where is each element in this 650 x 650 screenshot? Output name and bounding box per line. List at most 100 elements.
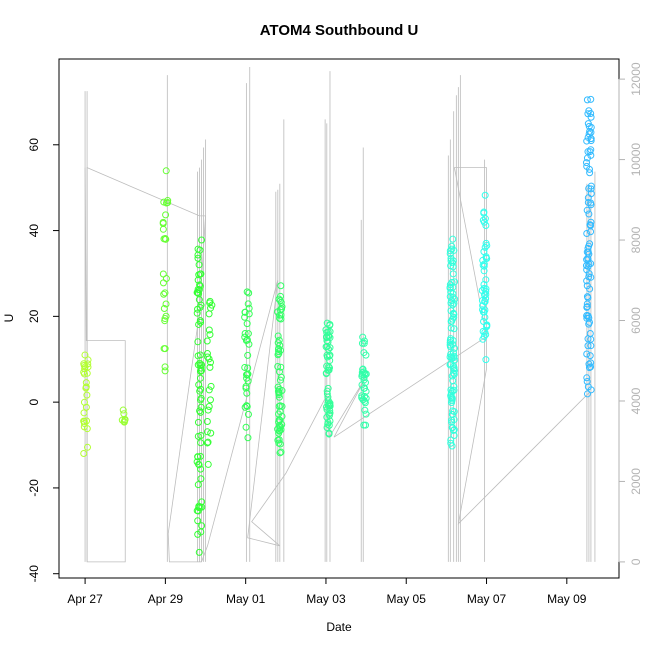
data-point [449, 235, 457, 243]
data-point [119, 406, 127, 414]
data-point [275, 402, 283, 410]
data-point [583, 162, 591, 170]
y2-tick-label: 4000 [629, 387, 643, 414]
data-point [196, 351, 204, 359]
data-point [195, 261, 203, 269]
y2-tick-label: 6000 [629, 307, 643, 334]
data-point [587, 113, 595, 121]
data-point [583, 266, 591, 274]
data-point [161, 367, 169, 375]
data-point [586, 169, 594, 177]
data-point [243, 374, 251, 382]
data-point [206, 396, 214, 404]
data-point [195, 381, 203, 389]
data-point [82, 403, 90, 411]
data-point [194, 305, 202, 313]
data-point [274, 351, 282, 359]
data-point [161, 363, 169, 371]
data-point [587, 359, 595, 367]
data-point [194, 517, 202, 525]
y-tick-label: -20 [27, 479, 41, 497]
data-point [583, 96, 591, 104]
data-point [447, 335, 455, 343]
data-point [277, 426, 285, 434]
data-point [274, 332, 282, 340]
data-point [585, 273, 593, 281]
data-point [482, 330, 490, 338]
data-point [326, 401, 334, 409]
data-point [275, 427, 283, 435]
data-point [243, 288, 251, 296]
data-point [479, 216, 487, 224]
data-point [585, 242, 593, 250]
data-point [448, 410, 456, 418]
data-point [245, 340, 253, 348]
data-point [326, 334, 334, 342]
data-point [360, 421, 368, 429]
data-point [198, 498, 206, 506]
data-point [275, 350, 283, 358]
data-point [162, 211, 170, 219]
data-point [325, 352, 333, 360]
data-point [195, 296, 203, 304]
data-point [583, 277, 591, 285]
data-point [276, 449, 284, 457]
data-point [585, 364, 593, 372]
data-point [206, 363, 214, 371]
data-point [160, 290, 168, 298]
data-point [587, 95, 595, 103]
data-point [587, 218, 595, 226]
data-point [204, 438, 212, 446]
y2-tick-label: 10000 [629, 143, 643, 177]
data-point [84, 443, 92, 451]
data-point [196, 387, 204, 395]
data-point [481, 243, 489, 251]
data-point [276, 292, 284, 300]
data-point [244, 300, 252, 308]
data-point [245, 304, 253, 312]
data-point [203, 417, 211, 425]
data-point [483, 241, 491, 249]
data-point [277, 373, 285, 381]
data-point [362, 351, 370, 359]
data-point [361, 379, 369, 387]
data-point [205, 310, 213, 318]
data-point [197, 394, 205, 402]
data-point [482, 254, 490, 262]
data-point [449, 270, 457, 278]
x-tick-label: May 09 [547, 592, 587, 606]
secondary-y-axis: 0 2000 4000 6000 8000 10000 12000 [618, 62, 643, 565]
data-point [274, 362, 282, 370]
data-point [276, 376, 284, 384]
data-point [587, 185, 595, 193]
data-point [194, 453, 202, 461]
data-point [326, 321, 334, 329]
data-point [360, 339, 368, 347]
x-tick-label: Apr 29 [148, 592, 184, 606]
data-point [586, 127, 594, 135]
data-point [587, 201, 595, 209]
data-point [118, 416, 126, 424]
data-point [583, 282, 591, 290]
data-point [194, 481, 202, 489]
data-point [322, 326, 330, 334]
data-point [161, 317, 169, 325]
data-point [277, 363, 285, 371]
data-point [194, 418, 202, 426]
data-point [326, 406, 334, 414]
x-axis: Apr 27 Apr 29 May 01 May 03 May 05 May 07 May … [67, 577, 587, 606]
data-point [278, 303, 286, 311]
data-point [203, 428, 211, 436]
data-point [206, 358, 214, 366]
data-point [358, 394, 366, 402]
data-point [198, 236, 206, 244]
chart-title: ATOM4 Southbound U [260, 22, 419, 39]
data-point [241, 329, 249, 337]
x-axis-label: Date [326, 620, 352, 634]
data-point [196, 281, 204, 289]
data-point [450, 426, 458, 434]
data-point [583, 377, 591, 385]
data-point [80, 423, 88, 431]
data-point [207, 429, 215, 437]
data-point [84, 356, 92, 364]
